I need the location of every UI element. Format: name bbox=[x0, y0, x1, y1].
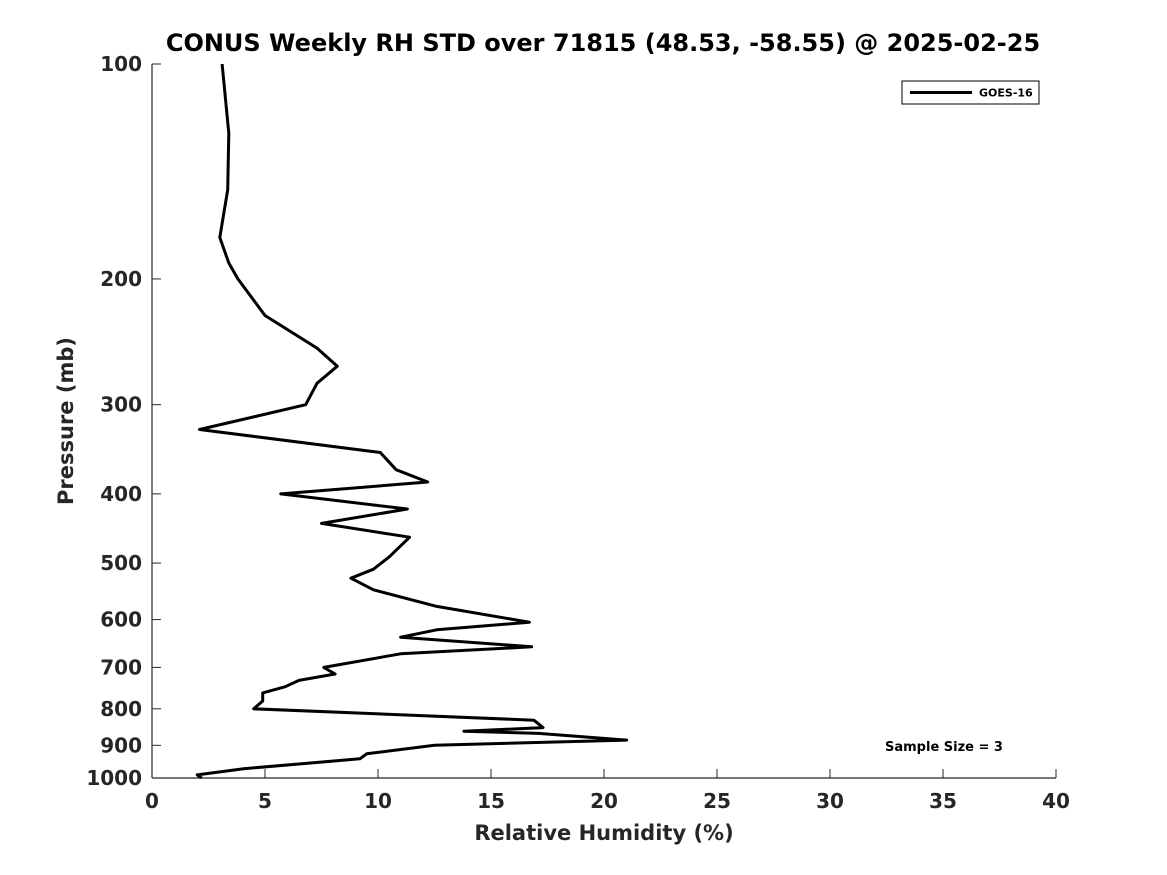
x-tick-label: 40 bbox=[1042, 789, 1070, 813]
series-layer bbox=[195, 63, 629, 780]
y-tick-label: 300 bbox=[100, 393, 142, 417]
legend: GOES-16 bbox=[901, 80, 1040, 105]
legend-label-goes-16: GOES-16 bbox=[979, 87, 1033, 100]
sample-size-annotation: Sample Size = 3 bbox=[885, 740, 1003, 755]
x-tick-label: 5 bbox=[258, 789, 272, 813]
x-tick-label: 30 bbox=[816, 789, 844, 813]
x-tick-label: 15 bbox=[477, 789, 505, 813]
y-tick-label: 100 bbox=[100, 52, 142, 76]
y-tick-label: 200 bbox=[100, 267, 142, 291]
y-tick-label: 1000 bbox=[86, 766, 142, 790]
y-tick-label: 900 bbox=[100, 733, 142, 757]
plot-area bbox=[152, 64, 1056, 778]
chart-title: CONUS Weekly RH STD over 71815 (48.53, -… bbox=[166, 29, 1040, 57]
x-tick-label: 25 bbox=[703, 789, 731, 813]
y-tick-label: 400 bbox=[100, 482, 142, 506]
y-axis-label: Pressure (mb) bbox=[54, 337, 78, 505]
y-tick-label: 700 bbox=[100, 655, 142, 679]
series-line-goes-16 bbox=[195, 63, 629, 780]
x-tick-label: 0 bbox=[145, 789, 159, 813]
x-tick-label: 10 bbox=[364, 789, 392, 813]
x-axis-label: Relative Humidity (%) bbox=[474, 821, 733, 845]
x-ticks: 0 5 10 15 20 25 30 35 40 bbox=[145, 769, 1070, 813]
x-tick-label: 35 bbox=[929, 789, 957, 813]
x-tick-label: 20 bbox=[590, 789, 618, 813]
y-tick-label: 500 bbox=[100, 551, 142, 575]
y-ticks: 100 200 300 400 500 600 700 800 900 1000 bbox=[86, 52, 161, 790]
y-tick-label: 800 bbox=[100, 697, 142, 721]
y-tick-label: 600 bbox=[100, 608, 142, 632]
